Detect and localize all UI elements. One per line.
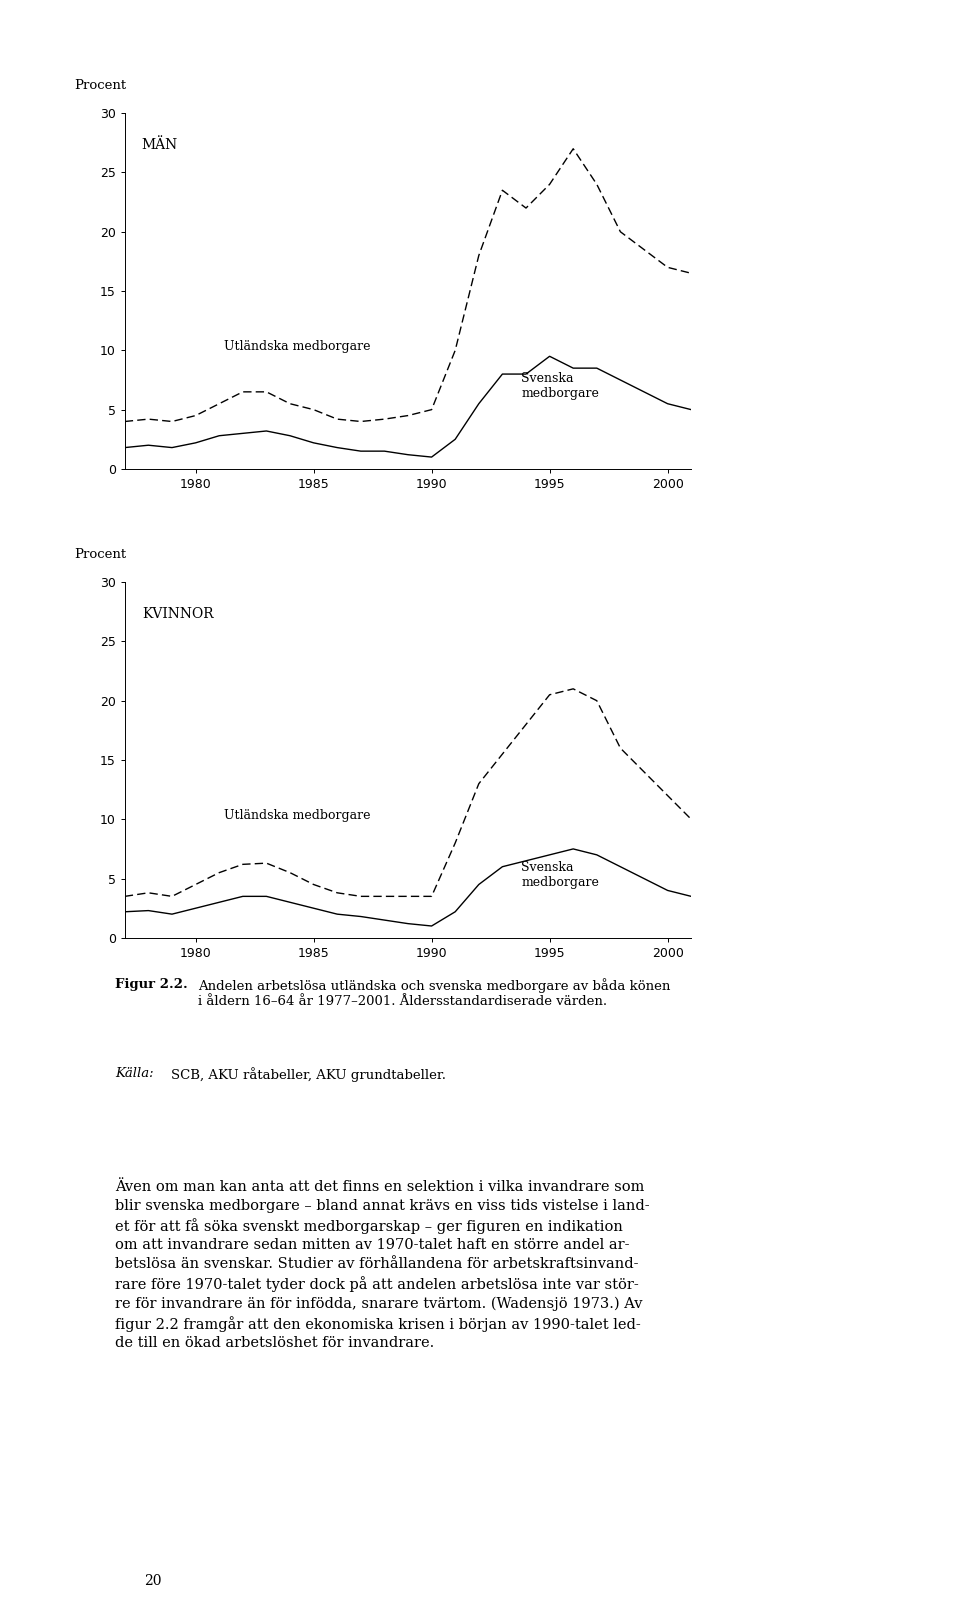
Text: Andelen arbetslösa utländska och svenska medborgare av båda könen
i åldern 16–64: Andelen arbetslösa utländska och svenska… — [198, 978, 670, 1007]
Text: Utländska medborgare: Utländska medborgare — [224, 808, 371, 821]
Text: MÄN: MÄN — [142, 137, 178, 152]
Text: Svenska
medborgare: Svenska medborgare — [521, 860, 599, 889]
Text: Utländska medborgare: Utländska medborgare — [224, 340, 371, 353]
Text: Procent: Procent — [74, 548, 126, 561]
Text: Svenska
medborgare: Svenska medborgare — [521, 372, 599, 399]
Text: Källa:: Källa: — [115, 1067, 154, 1080]
Text: KVINNOR: KVINNOR — [142, 606, 213, 621]
Text: Även om man kan anta att det finns en selektion i vilka invandrare som
blir sven: Även om man kan anta att det finns en se… — [115, 1180, 650, 1350]
Text: SCB, AKU råtabeller, AKU grundtabeller.: SCB, AKU råtabeller, AKU grundtabeller. — [171, 1067, 445, 1082]
Text: Procent: Procent — [74, 79, 126, 92]
Text: 20: 20 — [144, 1573, 161, 1588]
Text: Figur 2.2.: Figur 2.2. — [115, 978, 188, 991]
